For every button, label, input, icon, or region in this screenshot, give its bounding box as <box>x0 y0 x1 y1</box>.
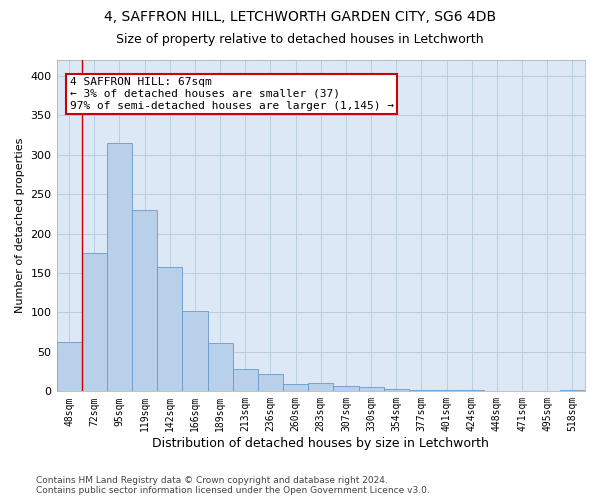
X-axis label: Distribution of detached houses by size in Letchworth: Distribution of detached houses by size … <box>152 437 489 450</box>
Bar <box>509 390 535 392</box>
Bar <box>383 389 409 392</box>
Bar <box>409 390 434 392</box>
Bar <box>233 369 258 392</box>
Bar <box>182 311 208 392</box>
Text: 4, SAFFRON HILL, LETCHWORTH GARDEN CITY, SG6 4DB: 4, SAFFRON HILL, LETCHWORTH GARDEN CITY,… <box>104 10 496 24</box>
Text: 4 SAFFRON HILL: 67sqm
← 3% of detached houses are smaller (37)
97% of semi-detac: 4 SAFFRON HILL: 67sqm ← 3% of detached h… <box>70 78 394 110</box>
Bar <box>560 390 585 392</box>
Bar <box>434 390 459 392</box>
Bar <box>56 342 82 392</box>
Bar <box>157 268 182 392</box>
Bar <box>82 254 107 392</box>
Text: Contains HM Land Registry data © Crown copyright and database right 2024.
Contai: Contains HM Land Registry data © Crown c… <box>36 476 430 495</box>
Bar <box>359 388 383 392</box>
Bar <box>535 390 560 392</box>
Bar <box>484 390 509 392</box>
Bar <box>208 343 233 392</box>
Bar <box>132 210 157 392</box>
Bar <box>283 384 308 392</box>
Bar <box>107 143 132 392</box>
Text: Size of property relative to detached houses in Letchworth: Size of property relative to detached ho… <box>116 32 484 46</box>
Bar <box>308 382 334 392</box>
Bar <box>334 386 359 392</box>
Bar <box>258 374 283 392</box>
Y-axis label: Number of detached properties: Number of detached properties <box>15 138 25 314</box>
Bar <box>459 390 484 392</box>
